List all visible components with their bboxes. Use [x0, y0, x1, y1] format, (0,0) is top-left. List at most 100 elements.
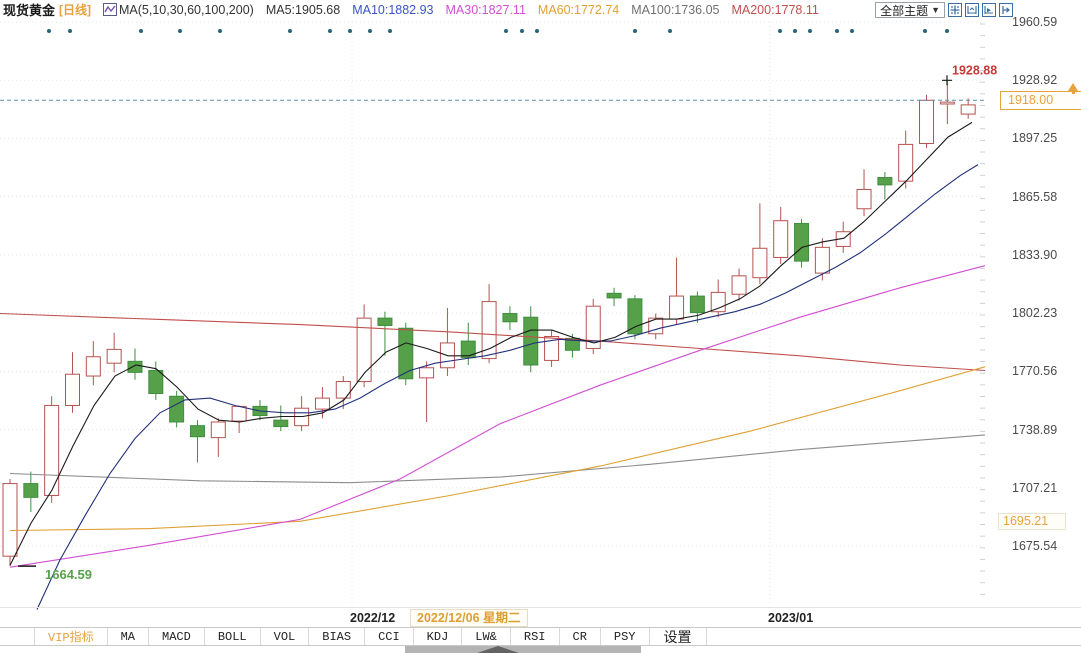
period-label[interactable]: [日线] [59, 3, 92, 17]
event-dot [504, 29, 508, 33]
candle-up [669, 295, 685, 320]
pan-right-icon [1002, 6, 1010, 14]
event-dot [328, 29, 332, 33]
candle-up [585, 305, 601, 349]
ma-legend-item: MA100:1736.05 [631, 2, 720, 17]
ma-line-ma30 [9, 265, 986, 568]
candle-down [606, 292, 622, 299]
candle-up [2, 483, 18, 557]
pan-right-button[interactable] [999, 3, 1013, 17]
tab-rsi[interactable]: RSI [511, 628, 560, 645]
ma-legend-item: MA10:1882.93 [352, 2, 434, 17]
candle-up [731, 275, 747, 295]
settings-tab[interactable]: 设置 [650, 628, 707, 645]
candle-up [919, 99, 935, 144]
candle-down [398, 327, 414, 380]
indicator-chart-icon[interactable] [103, 3, 118, 16]
collapse-handle[interactable] [405, 646, 641, 653]
candle-up [314, 397, 330, 410]
candle-up [939, 101, 955, 105]
collapse-arrow-icon [477, 646, 519, 653]
candle-up [356, 317, 372, 383]
price-axis[interactable]: 1918.00 1695.21 1960.59 1928.92 1897.25 186… [985, 0, 1081, 653]
header-toolbar: 全部主题 ▼ [875, 2, 1013, 18]
candle-down [523, 316, 539, 366]
candle-up [231, 405, 247, 422]
price-axis-label: 1928.92 [1012, 73, 1058, 88]
candle-up [335, 381, 351, 399]
event-dot [668, 29, 672, 33]
candle-down [273, 419, 289, 428]
date-axis[interactable]: 2022/12/06 星期二 2022/12 2023/01 [0, 607, 1081, 628]
fit-width-icon [967, 6, 977, 14]
price-axis-label: 1833.90 [1012, 247, 1058, 262]
high-price-label: 1928.88 [952, 63, 997, 77]
tabs-container: VIP指标 MA MACD BOLL VOL BIAS CCI KDJ LW& RSI CR PSY [35, 628, 650, 645]
tab-vol[interactable]: VOL [261, 628, 310, 645]
tab-macd[interactable]: MACD [149, 628, 205, 645]
ma-legend-item: MA30:1827.11 [445, 2, 526, 17]
tab-ma[interactable]: MA [108, 628, 150, 645]
tab-cr[interactable]: CR [560, 628, 601, 645]
cursor-date-label: 2022/12/06 星期二 [410, 609, 528, 627]
price-up-arrow-icon [1068, 83, 1078, 95]
event-dot [835, 29, 839, 33]
candle-up [44, 404, 60, 497]
month-label: 2023/01 [768, 611, 814, 625]
candle-up [773, 220, 789, 258]
candle-down [377, 317, 393, 326]
event-dot [850, 29, 854, 33]
event-dot [778, 29, 782, 33]
candle-down [148, 370, 164, 395]
price-axis-label: 1707.21 [1012, 480, 1058, 495]
tab-lw[interactable]: LW& [462, 628, 511, 645]
tab-vip[interactable]: VIP指标 [35, 628, 108, 645]
tab-kdj[interactable]: KDJ [414, 628, 463, 645]
fit-width-button[interactable] [965, 3, 979, 17]
dropdown-arrow-icon: ▼ [931, 5, 940, 15]
playhead-button[interactable] [982, 3, 996, 17]
ma-line-ma60 [9, 366, 986, 532]
tab-cci[interactable]: CCI [365, 628, 414, 645]
crosshair-button[interactable] [948, 3, 962, 17]
ma-legend-item: MA60:1772.74 [537, 2, 620, 17]
event-dot [47, 29, 51, 33]
candlestick-chart[interactable]: 1928.88 1664.59 [0, 18, 997, 610]
candle-down [189, 425, 205, 438]
chart-canvas: 1928.88 1664.59 [0, 21, 997, 610]
candle-up [85, 356, 101, 377]
current-price-tag: 1918.00 [1000, 83, 1081, 111]
event-dot [139, 29, 143, 33]
theme-select[interactable]: 全部主题 ▼ [875, 2, 945, 18]
candle-down [794, 222, 810, 262]
ma-line-ma10 [36, 164, 979, 610]
candle-up [856, 188, 872, 210]
candle-up [814, 246, 830, 274]
event-dot [520, 29, 524, 33]
tab-psy[interactable]: PSY [601, 628, 650, 645]
high-cross-marker [942, 75, 952, 86]
playhead-icon [984, 6, 993, 14]
candle-down [877, 177, 893, 186]
ma-legend-item: MA5:1905.68 [265, 2, 341, 17]
event-dot [535, 29, 539, 33]
event-dot [793, 29, 797, 33]
candle-up [752, 247, 768, 279]
candle-down [23, 483, 39, 498]
ma-legend: MA(5,10,30,60,100,200) MA5:1905.68 MA10:18… [119, 3, 831, 17]
tab-boll[interactable]: BOLL [205, 628, 261, 645]
tab-bias[interactable]: BIAS [309, 628, 366, 645]
candle-up [481, 301, 497, 360]
price-axis-label: 1960.59 [1012, 15, 1058, 29]
candle-down [564, 337, 580, 351]
candle-up [64, 373, 80, 406]
candle-up [544, 336, 560, 361]
symbol-title: 现货黄金 [3, 3, 56, 18]
ma-legend-item: MA200:1778.11 [731, 2, 819, 17]
ma-line-ma5 [9, 121, 973, 566]
event-dot [388, 29, 392, 33]
price-axis-label: 1770.56 [1012, 364, 1058, 379]
candle-down [502, 313, 518, 323]
price-axis-label: 1738.89 [1012, 422, 1058, 437]
